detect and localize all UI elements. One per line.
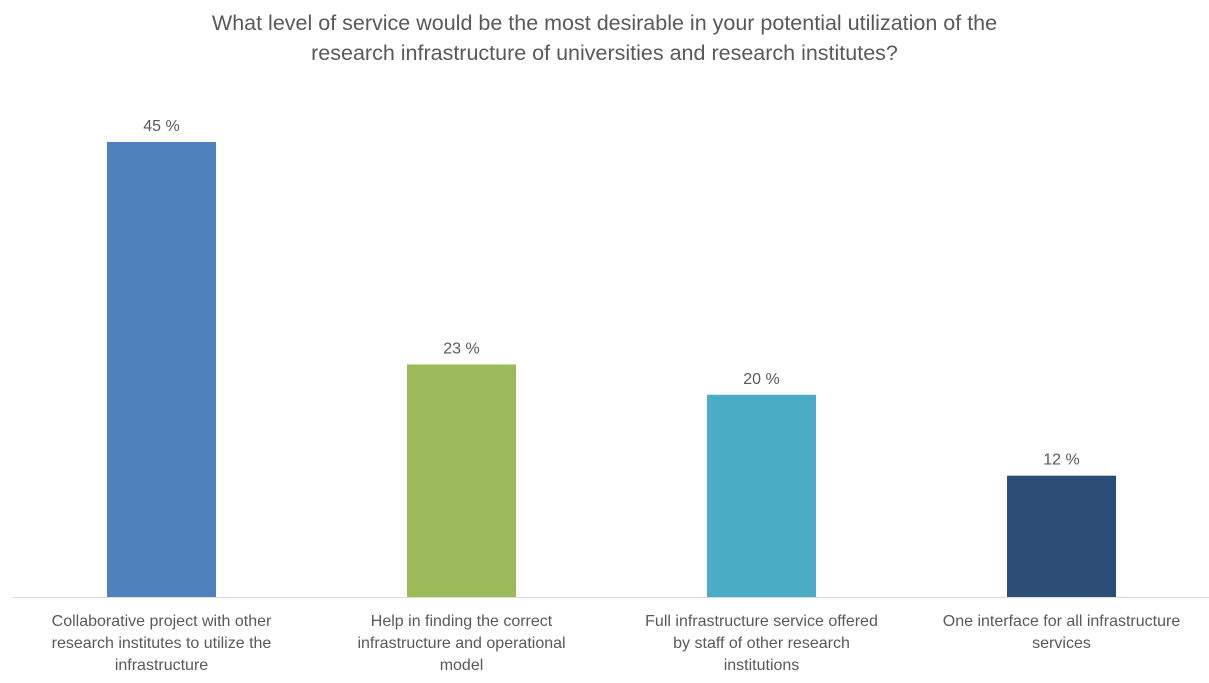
bar-4	[1007, 475, 1116, 597]
data-label-4: 12 %	[1043, 452, 1079, 469]
chart-title-line-1: What level of service would be the most …	[211, 11, 998, 35]
bar-3	[707, 394, 816, 597]
category-label-4: One interface for all infrastructure serv…	[917, 611, 1207, 655]
category-label-3-line-3: institutions	[723, 657, 800, 674]
data-label-2: 23 %	[443, 340, 479, 357]
category-label-1-line-2: research institutes to utilize the	[51, 635, 272, 652]
bars-layer	[107, 142, 1116, 597]
bar-2	[407, 364, 516, 597]
bar-1	[107, 142, 216, 597]
category-label-2-line-2: infrastructure and operational	[357, 635, 566, 652]
chart-title-line-2: research infrastructure of universities …	[311, 41, 898, 65]
category-label-3-line-2: by staff of other research	[673, 635, 850, 652]
category-label-3-line-1: Full infrastructure service offered	[645, 613, 878, 630]
data-label-3: 20 %	[743, 371, 779, 388]
category-label-3: Full infrastructure service offered by st…	[617, 611, 907, 677]
data-label-1: 45 %	[143, 118, 179, 135]
category-label-2-line-1: Help in finding the correct	[370, 613, 553, 630]
category-label-1: Collaborative project with other research…	[17, 611, 307, 677]
category-label-2: Help in finding the correct infrastructur…	[317, 611, 607, 677]
category-label-2-line-3: model	[439, 657, 484, 674]
category-label-4-line-1: One interface for all infrastructure	[942, 613, 1181, 630]
category-label-4-line-2: services	[1032, 635, 1091, 652]
category-label-1-line-1: Collaborative project with other	[51, 613, 272, 630]
data-labels-layer: 45 % 23 % 20 % 12 %	[143, 118, 1079, 469]
category-label-1-line-3: infrastructure	[114, 657, 209, 674]
chart-title: What level of service would be the most …	[100, 8, 1109, 68]
